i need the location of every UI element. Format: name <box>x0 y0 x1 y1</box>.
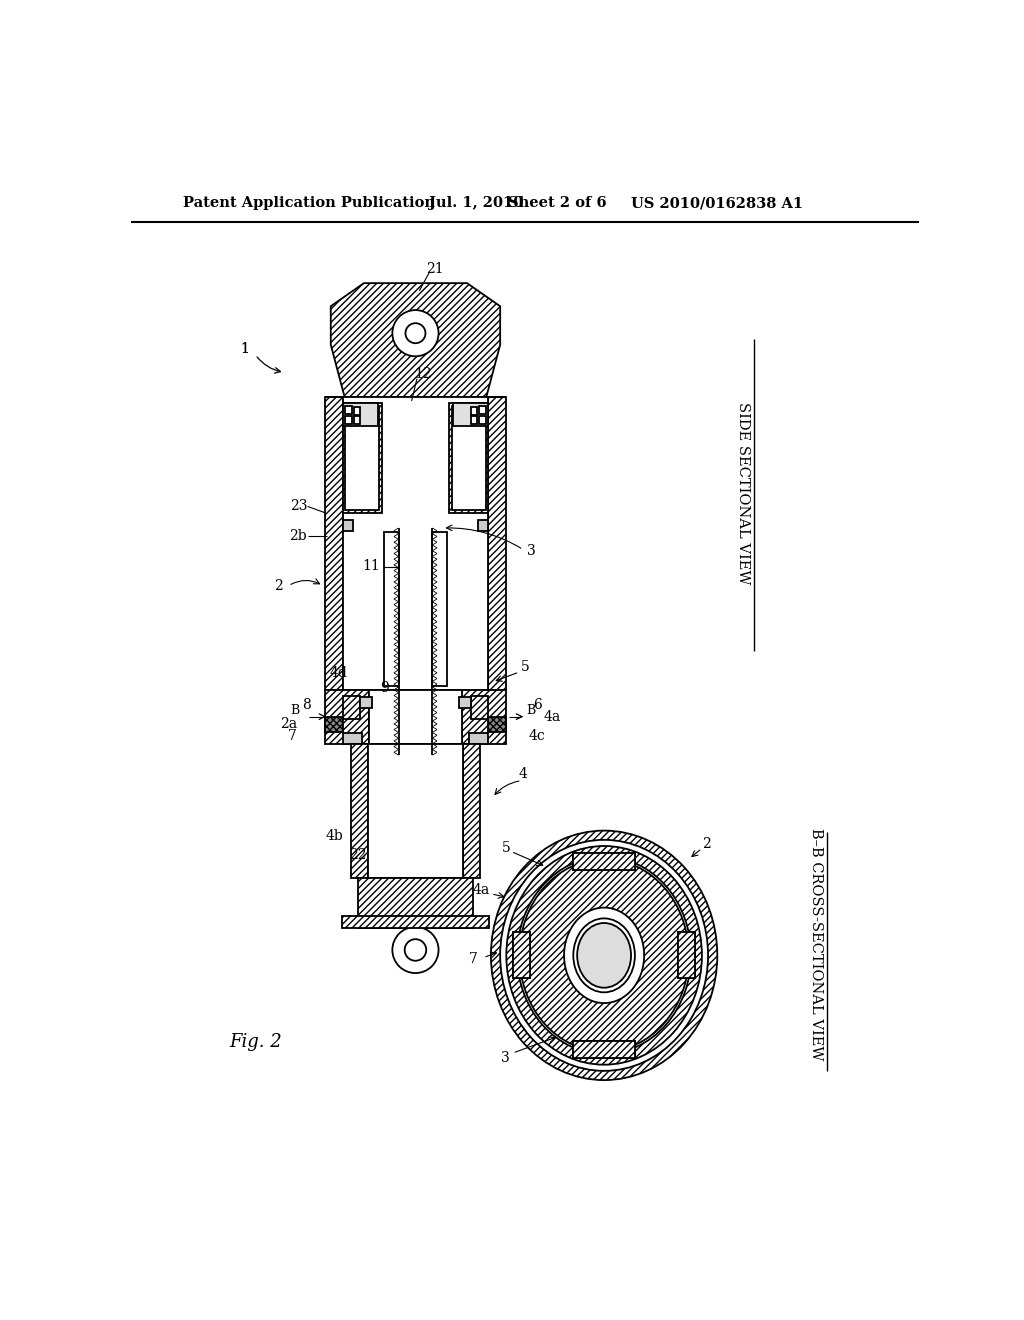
Polygon shape <box>351 743 368 878</box>
Polygon shape <box>345 416 352 424</box>
Text: 5: 5 <box>520 660 529 673</box>
Circle shape <box>406 323 425 343</box>
Text: 3: 3 <box>526 544 536 558</box>
Ellipse shape <box>519 859 689 1052</box>
Text: 4a: 4a <box>544 710 561 723</box>
Text: 9: 9 <box>380 681 389 696</box>
Text: Fig. 2: Fig. 2 <box>229 1034 282 1051</box>
Text: 6: 6 <box>532 698 542 711</box>
Ellipse shape <box>517 857 691 1053</box>
Polygon shape <box>513 932 530 978</box>
Polygon shape <box>325 689 370 743</box>
Polygon shape <box>450 404 487 512</box>
Text: 23: 23 <box>290 499 307 513</box>
Text: 2: 2 <box>274 578 283 593</box>
Polygon shape <box>469 733 487 743</box>
Polygon shape <box>573 853 635 870</box>
Polygon shape <box>573 853 635 870</box>
Text: 4b: 4b <box>326 829 343 843</box>
Text: 7: 7 <box>469 952 477 966</box>
Text: 3: 3 <box>501 1051 510 1065</box>
Polygon shape <box>471 416 477 424</box>
Polygon shape <box>454 404 487 426</box>
Polygon shape <box>343 404 378 426</box>
Text: B–B CROSS-SECTIONAL VIEW: B–B CROSS-SECTIONAL VIEW <box>809 828 823 1060</box>
Text: B: B <box>526 704 536 717</box>
Polygon shape <box>325 397 343 689</box>
Text: 4d: 4d <box>330 665 347 680</box>
Text: Patent Application Publication: Patent Application Publication <box>183 197 435 210</box>
Text: 11: 11 <box>361 560 380 573</box>
Polygon shape <box>342 916 489 928</box>
Polygon shape <box>368 743 463 878</box>
Text: 8: 8 <box>302 698 310 711</box>
Polygon shape <box>462 689 506 743</box>
Polygon shape <box>478 416 486 424</box>
Polygon shape <box>478 405 486 414</box>
Text: B: B <box>291 704 300 717</box>
Polygon shape <box>343 696 360 719</box>
Circle shape <box>392 310 438 356</box>
Polygon shape <box>331 284 500 397</box>
Ellipse shape <box>500 840 708 1071</box>
Polygon shape <box>384 532 398 686</box>
Text: 4c: 4c <box>528 729 546 743</box>
Polygon shape <box>343 404 382 512</box>
Ellipse shape <box>573 919 635 993</box>
Text: 1: 1 <box>240 342 249 356</box>
Polygon shape <box>478 520 487 531</box>
Polygon shape <box>678 932 695 978</box>
Text: SIDE SECTIONAL VIEW: SIDE SECTIONAL VIEW <box>735 403 750 585</box>
Text: 7: 7 <box>288 729 297 743</box>
Polygon shape <box>343 397 487 689</box>
Polygon shape <box>460 697 471 708</box>
Polygon shape <box>343 733 362 743</box>
Polygon shape <box>354 416 360 424</box>
Text: 21: 21 <box>426 263 443 276</box>
Polygon shape <box>345 405 352 414</box>
Text: US 2010/0162838 A1: US 2010/0162838 A1 <box>631 197 803 210</box>
Ellipse shape <box>506 846 701 1065</box>
Polygon shape <box>432 532 447 686</box>
Polygon shape <box>354 407 360 414</box>
Polygon shape <box>487 397 506 689</box>
Circle shape <box>392 927 438 973</box>
Text: 5: 5 <box>502 841 511 854</box>
Polygon shape <box>343 520 353 531</box>
Polygon shape <box>487 717 506 733</box>
Polygon shape <box>513 932 530 978</box>
Text: 12: 12 <box>415 367 432 381</box>
Circle shape <box>404 940 426 961</box>
Polygon shape <box>463 743 480 878</box>
Text: 4a: 4a <box>472 883 489 896</box>
Ellipse shape <box>578 923 631 987</box>
Text: 2b: 2b <box>289 529 306 543</box>
Ellipse shape <box>490 830 717 1080</box>
Text: 2a: 2a <box>280 717 297 731</box>
Polygon shape <box>573 1040 635 1057</box>
Text: 2: 2 <box>702 837 711 850</box>
Polygon shape <box>370 689 462 743</box>
Polygon shape <box>452 405 485 511</box>
Polygon shape <box>345 405 379 511</box>
Ellipse shape <box>564 908 644 1003</box>
Text: 4: 4 <box>519 767 527 781</box>
Polygon shape <box>471 407 477 414</box>
Polygon shape <box>360 697 372 708</box>
Polygon shape <box>573 1040 635 1057</box>
Text: Jul. 1, 2010: Jul. 1, 2010 <box>429 197 523 210</box>
Polygon shape <box>325 717 343 733</box>
Polygon shape <box>678 932 695 978</box>
Text: Sheet 2 of 6: Sheet 2 of 6 <box>508 197 606 210</box>
Polygon shape <box>471 696 487 719</box>
Polygon shape <box>357 878 473 928</box>
Text: 22: 22 <box>349 849 367 862</box>
Text: 1: 1 <box>240 342 249 356</box>
